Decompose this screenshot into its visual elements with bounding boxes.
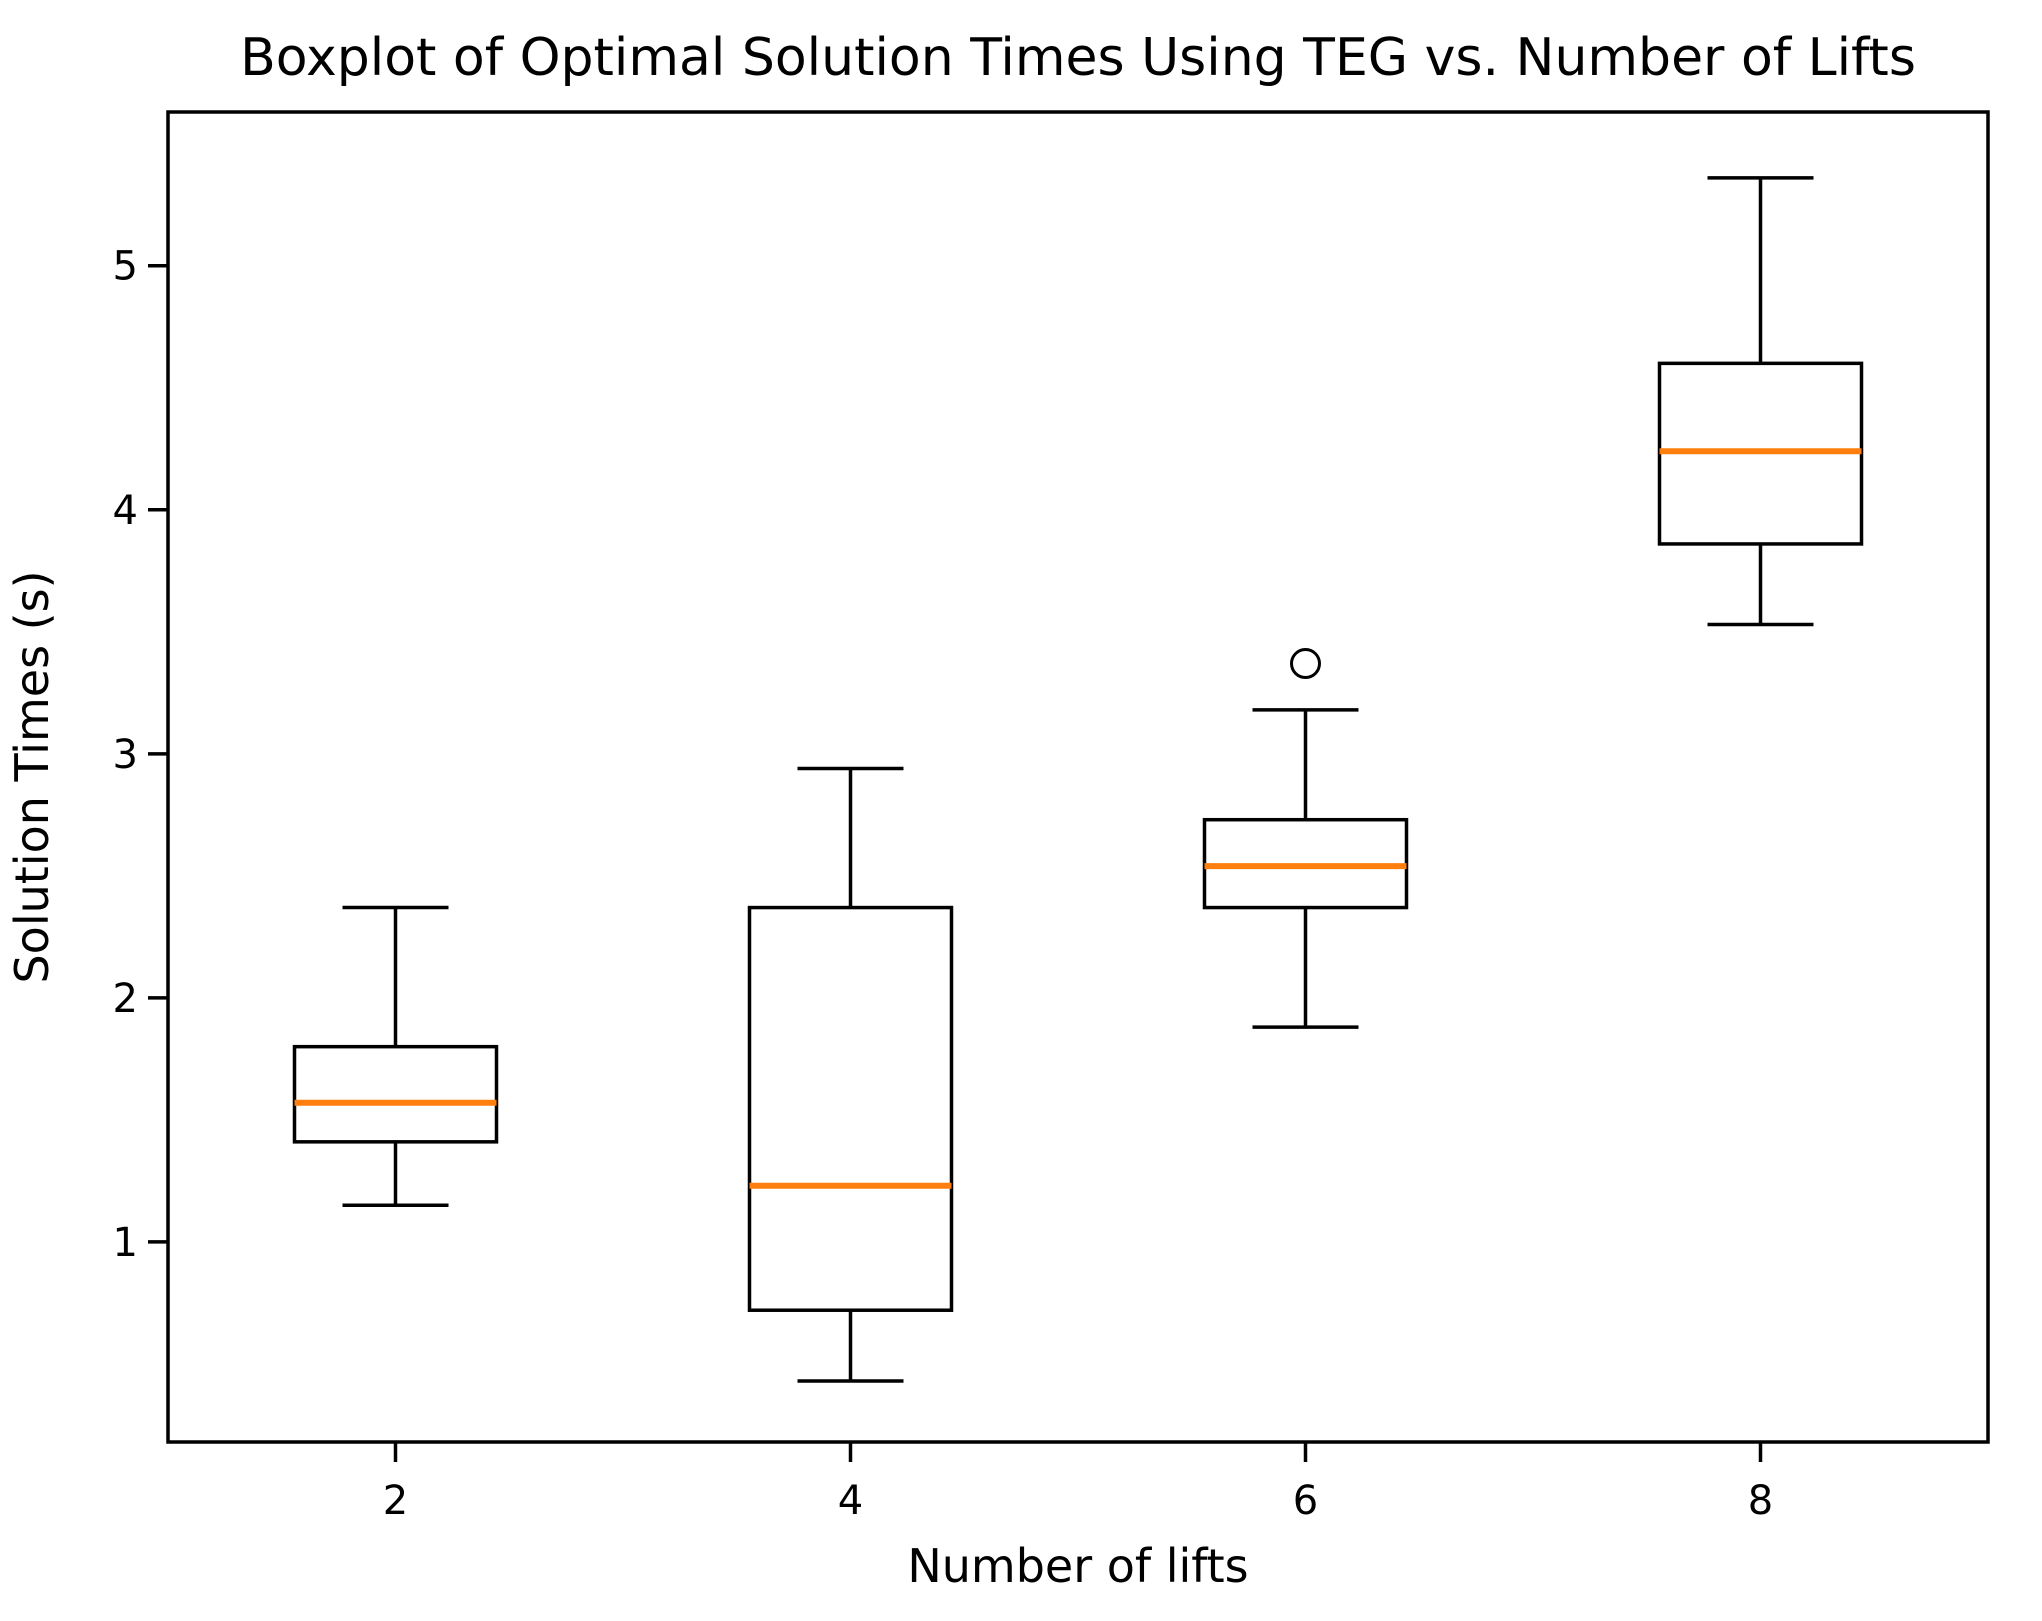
box-group: [292, 905, 499, 1208]
x-tick-label: 8: [1748, 1478, 1773, 1524]
plot-frame: [166, 110, 1990, 1444]
y-tick-label: 5: [113, 244, 138, 290]
iqr-box: [292, 1044, 499, 1144]
boxes-layer: [292, 176, 1864, 1383]
x-tick-label: 4: [838, 1478, 863, 1524]
x-axis-label: Number of lifts: [907, 1539, 1248, 1593]
y-tick-label: 2: [113, 976, 138, 1022]
axes-layer: 1 2 3 4 5 2 4 6 8: [113, 110, 1990, 1524]
x-tick-label: 2: [383, 1478, 408, 1524]
chart-title: Boxplot of Optimal Solution Times Using …: [240, 28, 1916, 88]
y-tick-label: 4: [113, 488, 138, 534]
outlier-marker: [1290, 648, 1321, 680]
iqr-box: [747, 905, 954, 1312]
x-tick-label: 6: [1293, 1478, 1318, 1524]
y-axis-label: Solution Times (s): [5, 570, 59, 983]
y-tick-label: 3: [113, 732, 138, 778]
box-group: [747, 766, 954, 1383]
box-group: [1202, 648, 1409, 1029]
y-tick-label: 1: [113, 1220, 138, 1266]
box-group: [1657, 176, 1864, 627]
